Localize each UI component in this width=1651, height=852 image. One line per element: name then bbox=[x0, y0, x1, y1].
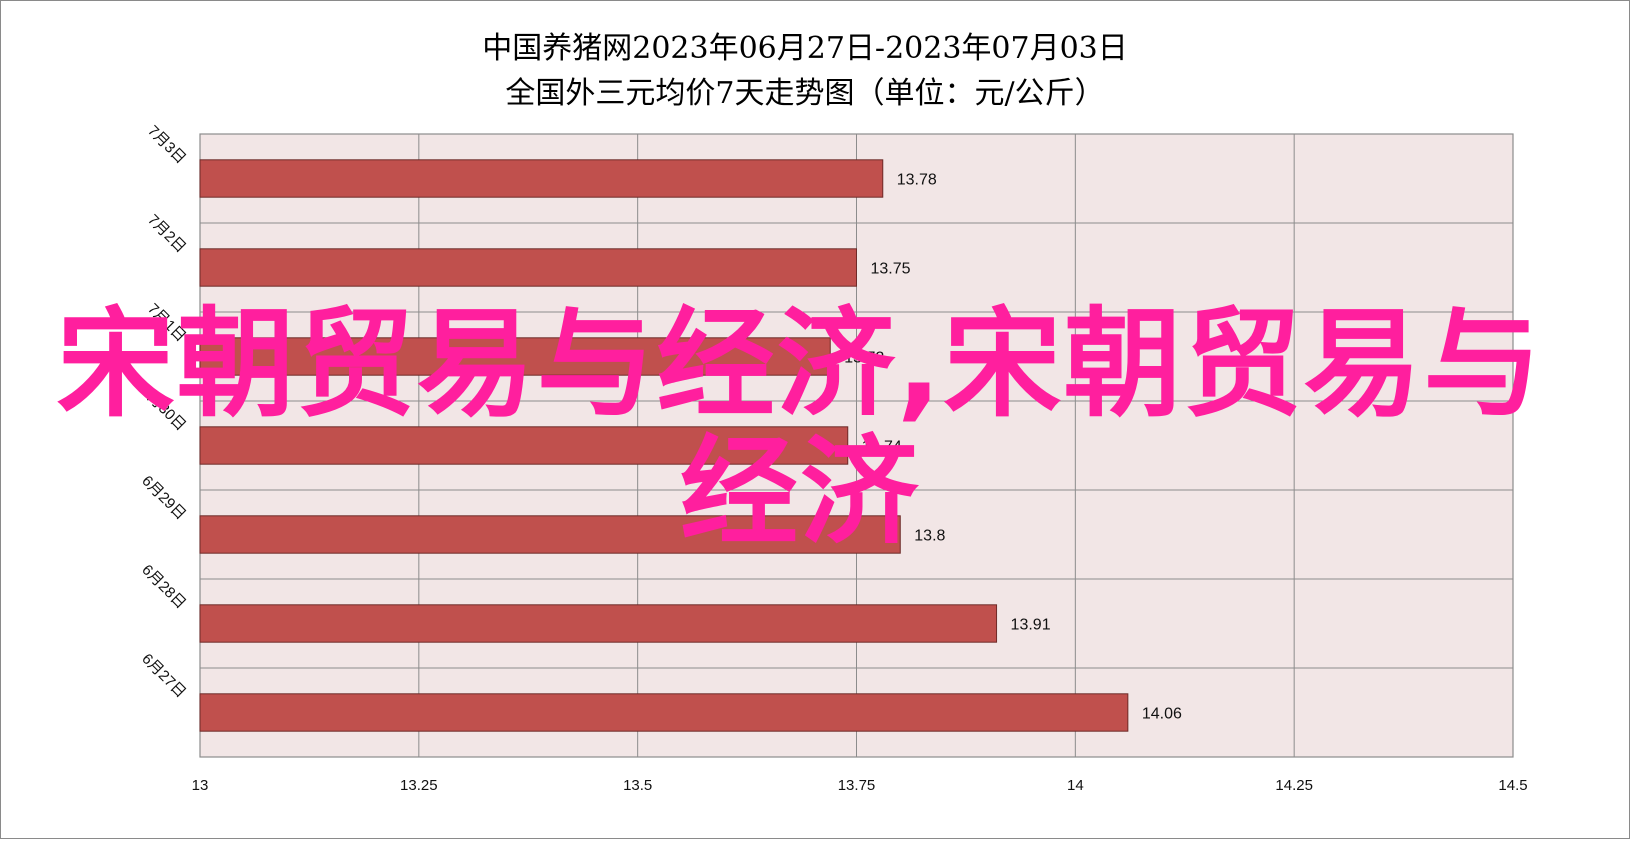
x-tick-label: 13.75 bbox=[838, 777, 876, 794]
bar bbox=[199, 159, 884, 198]
bar bbox=[199, 693, 1129, 732]
bar bbox=[199, 426, 849, 465]
bar bbox=[199, 604, 998, 643]
chart-title: 中国养猪网2023年06月27日-2023年07月03日 bbox=[482, 31, 1128, 66]
bar bbox=[199, 337, 831, 376]
bar bbox=[199, 515, 901, 554]
y-tick-label: 7月3日 bbox=[144, 122, 189, 167]
data-label: 13.91 bbox=[1011, 617, 1051, 634]
data-label: 13.78 bbox=[897, 172, 937, 189]
y-tick-label: 6月28日 bbox=[138, 561, 189, 612]
y-tick-label: 6月27日 bbox=[138, 650, 189, 701]
data-label: 13.72 bbox=[844, 350, 884, 367]
watermark-overlay-text: 宋朝贸易与经济,宋朝贸易与经济 bbox=[56, 295, 1544, 561]
bar bbox=[199, 248, 857, 287]
data-label: 14.06 bbox=[1142, 706, 1182, 723]
y-tick-label: 7月2日 bbox=[144, 211, 189, 256]
x-tick-label: 14.5 bbox=[1498, 777, 1527, 794]
data-label: 13.75 bbox=[871, 261, 911, 278]
x-tick-label: 13 bbox=[192, 777, 209, 794]
x-tick-label: 13.5 bbox=[623, 777, 652, 794]
x-tick-label: 14.25 bbox=[1275, 777, 1313, 794]
data-label: 13.8 bbox=[914, 528, 945, 545]
data-label: 13.74 bbox=[862, 439, 902, 456]
x-tick-label: 14 bbox=[1067, 777, 1084, 794]
chart-subtitle: 全国外三元均价7天走势图（单位：元/公斤） bbox=[505, 76, 1104, 111]
x-tick-label: 13.25 bbox=[400, 777, 438, 794]
